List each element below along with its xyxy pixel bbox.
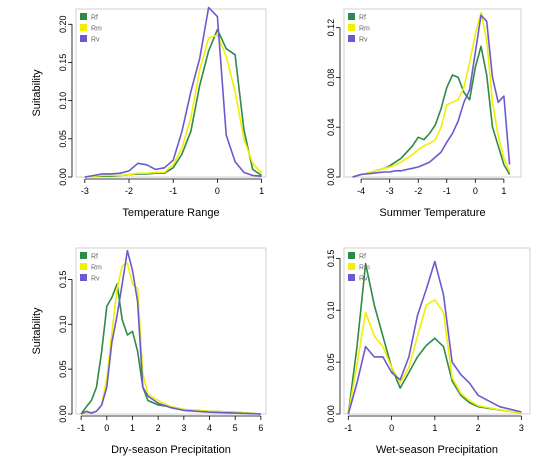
y-tick-label: 0.00 bbox=[58, 405, 68, 423]
x-tick-label: -1 bbox=[169, 186, 177, 196]
legend-label-rm: Rm bbox=[359, 26, 370, 33]
x-tick-label: -1 bbox=[344, 423, 352, 433]
y-tick-label: 0.00 bbox=[58, 168, 68, 186]
y-tick-label: 0.15 bbox=[58, 54, 68, 72]
x-tick-label: 0 bbox=[473, 186, 478, 196]
x-tick-label: 0 bbox=[215, 186, 220, 196]
series-line-rf bbox=[84, 28, 263, 178]
legend-swatch-rv bbox=[80, 35, 87, 42]
legend: Rf Rm Rv bbox=[80, 252, 102, 283]
y-tick-label: 0.15 bbox=[326, 250, 336, 268]
legend-swatch-rm bbox=[80, 24, 87, 31]
series-line-rv bbox=[352, 14, 511, 178]
x-tick-label: -4 bbox=[357, 186, 365, 196]
legend-swatch-rv bbox=[348, 274, 355, 281]
plot-frame bbox=[75, 8, 267, 178]
legend-swatch-rm bbox=[348, 24, 355, 31]
series-line-rf bbox=[80, 283, 261, 415]
x-tick-label: -3 bbox=[81, 186, 89, 196]
y-tick-label: 0.05 bbox=[326, 353, 336, 371]
y-tick-label: 0.05 bbox=[58, 360, 68, 378]
y-tick-label: 0.20 bbox=[58, 16, 68, 34]
x-tick-label: 5 bbox=[233, 423, 238, 433]
legend-label-rv: Rv bbox=[359, 37, 368, 44]
x-tick-label: 2 bbox=[156, 423, 161, 433]
x-tick-label: 1 bbox=[432, 423, 437, 433]
x-tick-label: 4 bbox=[207, 423, 212, 433]
series-line-rv bbox=[347, 260, 522, 415]
legend-label-rm: Rm bbox=[91, 26, 102, 33]
x-tick-label: -1 bbox=[77, 423, 85, 433]
y-tick-label: 0.08 bbox=[326, 69, 336, 87]
legend-label-rf: Rf bbox=[91, 15, 98, 22]
plot-frame bbox=[343, 247, 531, 415]
x-axis-label: Wet-season Precipitation bbox=[376, 444, 498, 456]
y-tick-label: 0.12 bbox=[326, 19, 336, 37]
legend-swatch-rf bbox=[348, 13, 355, 20]
x-axis-label: Summer Temperature bbox=[379, 207, 485, 219]
legend: Rf Rm Rv bbox=[348, 13, 370, 44]
x-tick-label: -2 bbox=[414, 186, 422, 196]
legend-label-rf: Rf bbox=[91, 254, 98, 261]
x-tick-label: 1 bbox=[130, 423, 135, 433]
x-tick-label: 3 bbox=[181, 423, 186, 433]
y-tick-label: 0.10 bbox=[58, 92, 68, 110]
x-tick-label: 1 bbox=[501, 186, 506, 196]
y-tick-label: 0.10 bbox=[326, 301, 336, 319]
series-line-rm bbox=[352, 11, 511, 178]
plot-frame bbox=[75, 247, 267, 415]
legend-label-rf: Rf bbox=[359, 254, 366, 261]
legend-label-rv: Rv bbox=[91, 276, 100, 283]
series-line-rf bbox=[352, 45, 511, 178]
x-tick-label: 0 bbox=[104, 423, 109, 433]
legend-swatch-rv bbox=[348, 35, 355, 42]
y-axis-label: Suitability bbox=[31, 69, 43, 117]
x-tick-label: 1 bbox=[259, 186, 264, 196]
y-tick-label: 0.05 bbox=[58, 130, 68, 148]
series-line-rf bbox=[347, 262, 522, 415]
legend-label-rf: Rf bbox=[359, 15, 366, 22]
series-line-rm bbox=[347, 299, 522, 415]
x-tick-label: 0 bbox=[389, 423, 394, 433]
legend-label-rm: Rm bbox=[359, 265, 370, 272]
legend: Rf Rm Rv bbox=[80, 13, 102, 44]
y-tick-label: 0.00 bbox=[326, 168, 336, 186]
series-line-rv bbox=[80, 249, 261, 415]
chart-panel-3: -1 0 1 2 3 4 5 6 0.00 0.05 0.10 0.15 Dry-season Prec… bbox=[31, 247, 267, 456]
y-axis-label: Suitability bbox=[31, 307, 43, 355]
x-axis-label: Temperature Range bbox=[122, 207, 219, 219]
x-tick-label: 3 bbox=[519, 423, 524, 433]
series-line-rv bbox=[84, 6, 262, 178]
legend-label-rv: Rv bbox=[91, 37, 100, 44]
legend-label-rm: Rm bbox=[91, 265, 102, 272]
legend-swatch-rf bbox=[348, 252, 355, 259]
y-tick-label: 0.00 bbox=[326, 405, 336, 423]
legend: Rf Rm Rv bbox=[348, 252, 370, 283]
x-tick-label: -1 bbox=[443, 186, 451, 196]
legend-swatch-rf bbox=[80, 13, 87, 20]
series-line-rm bbox=[80, 262, 261, 415]
chart-panel-1: -3 -2 -1 0 1 0.00 0.05 0.10 0.15 0.20 Temperature … bbox=[31, 6, 267, 219]
series-line-rm bbox=[84, 34, 263, 178]
x-tick-label: -3 bbox=[386, 186, 394, 196]
x-tick-label: 2 bbox=[476, 423, 481, 433]
legend-swatch-rm bbox=[348, 263, 355, 270]
x-tick-label: 6 bbox=[258, 423, 263, 433]
y-tick-label: 0.10 bbox=[58, 316, 68, 334]
plot-frame bbox=[343, 8, 522, 178]
x-axis-label: Dry-season Precipitation bbox=[111, 444, 231, 456]
chart-panel-4: -1 0 1 2 3 0.00 0.05 0.10 0.15 Wet-season Precipi… bbox=[326, 247, 531, 456]
legend-swatch-rf bbox=[80, 252, 87, 259]
y-tick-label: 0.04 bbox=[326, 118, 336, 136]
legend-swatch-rv bbox=[80, 274, 87, 281]
legend-swatch-rm bbox=[80, 263, 87, 270]
x-tick-label: -2 bbox=[125, 186, 133, 196]
chart-panel-2: -4 -3 -2 -1 0 1 0.00 0.04 0.08 0.12 Summer Tempera… bbox=[326, 8, 522, 219]
legend-label-rv: Rv bbox=[359, 276, 368, 283]
y-tick-label: 0.15 bbox=[58, 271, 68, 289]
